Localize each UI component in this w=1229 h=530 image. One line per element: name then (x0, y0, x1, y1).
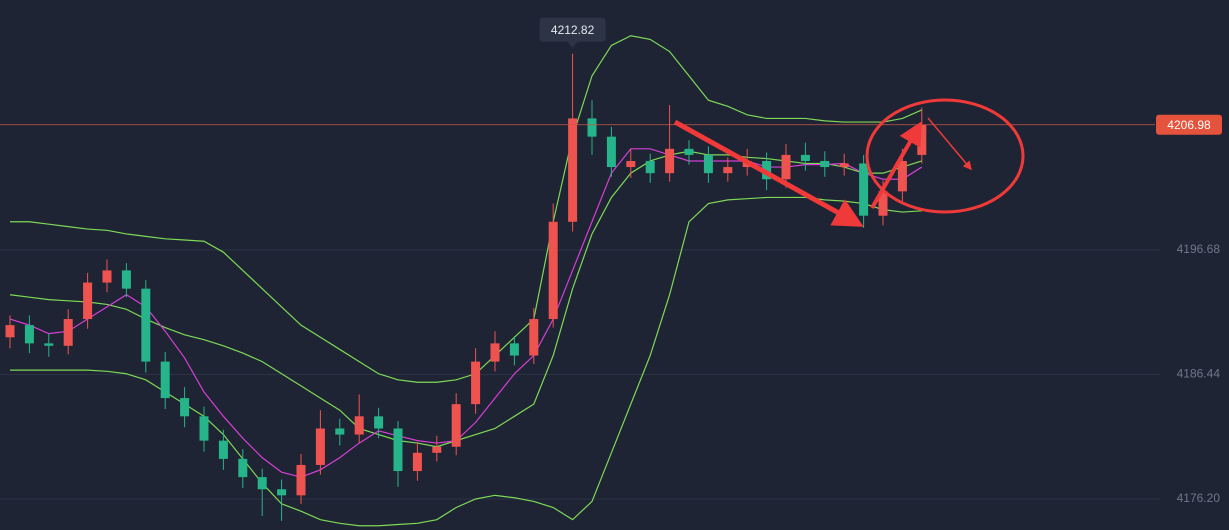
candle-body (432, 446, 442, 453)
indicator-line (9, 150, 922, 448)
candle-body (257, 477, 267, 490)
high-label-pointer (567, 41, 578, 48)
candle-body (645, 160, 655, 174)
candle-body (160, 361, 170, 399)
candle-body (141, 288, 151, 362)
candle-body (684, 148, 694, 155)
candle-body (839, 163, 849, 168)
candle-body (44, 343, 54, 346)
y-tick-label: 4196.68 (1177, 242, 1221, 256)
candle-body (374, 416, 384, 429)
up-arrow (870, 121, 922, 209)
candle-body (102, 270, 112, 283)
candle-body (451, 404, 461, 447)
candle-body (665, 148, 675, 174)
y-tick-label: 4186.44 (1177, 367, 1221, 381)
candle-body (315, 428, 325, 465)
candle-body (859, 163, 869, 216)
candle-body (509, 343, 519, 356)
candle-body (626, 160, 636, 168)
high-label-bg (539, 17, 606, 42)
candle-body (218, 440, 228, 459)
candle-body (354, 416, 364, 435)
candle-body (393, 428, 403, 472)
candle-body (781, 154, 791, 180)
candle-body (703, 154, 713, 174)
candle-body (277, 489, 287, 496)
candle-body (800, 154, 810, 161)
candle-body (180, 398, 190, 417)
candle-body (5, 325, 15, 338)
candle-body (548, 221, 558, 320)
indicator-line (10, 35, 923, 383)
highlight-circle (865, 98, 1025, 214)
candle-body (121, 270, 131, 289)
y-tick-label: 4176.20 (1177, 491, 1221, 505)
candle-body (83, 282, 93, 320)
candle-body (471, 361, 481, 405)
candle-body (24, 325, 34, 344)
down-arrow (673, 119, 864, 227)
price-label-bg (1156, 114, 1222, 135)
candle-body (529, 319, 539, 356)
candle-body (335, 428, 345, 435)
forecast-arrow (927, 117, 972, 171)
candle-body (412, 452, 422, 472)
candle-body (199, 416, 209, 441)
candle-body (878, 191, 888, 216)
candle-body (568, 118, 578, 222)
candle-body (587, 118, 597, 137)
candle-body (820, 160, 830, 168)
candle-body (723, 167, 733, 174)
candle-body (238, 458, 248, 478)
candle-body (63, 319, 73, 346)
high-label: 4212.82 (551, 23, 595, 37)
candle-body (490, 343, 500, 362)
candle-body (296, 464, 306, 496)
price-label: 4206.98 (1167, 118, 1211, 132)
candle-body (897, 160, 907, 192)
candle-body (606, 136, 616, 168)
annotations (673, 98, 1025, 227)
